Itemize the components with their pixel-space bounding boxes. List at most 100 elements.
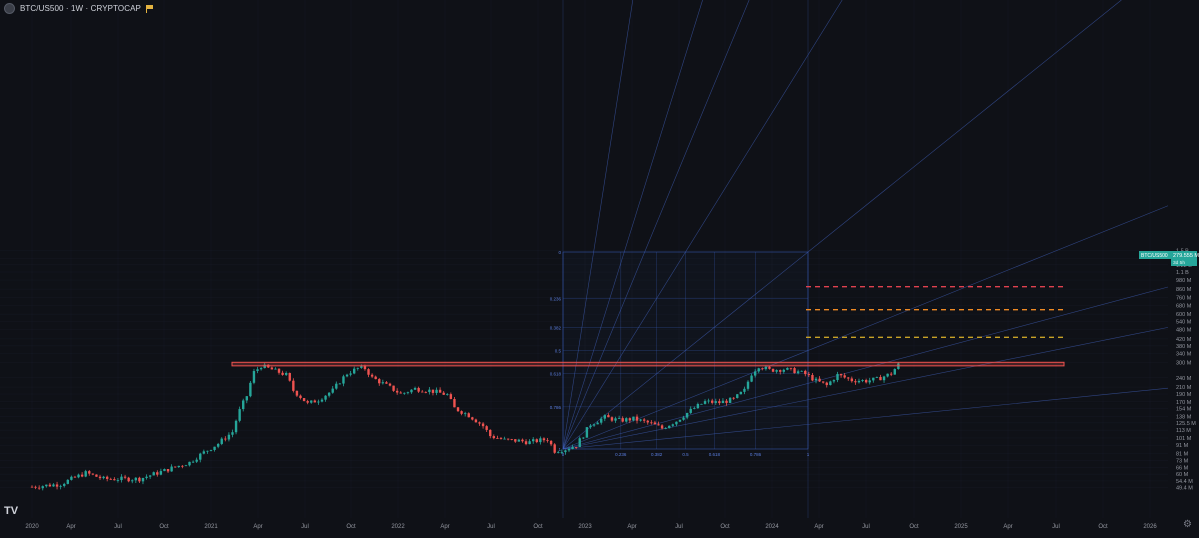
fib-level-label: 0.786 [550,405,562,410]
candle [181,465,184,469]
candle [188,461,191,467]
candle [259,367,263,371]
gann-fan-line [562,0,843,450]
time-tick-label: Apr [814,524,823,530]
candle [242,398,245,412]
time-axis[interactable]: 2020 Apr Jul Oct 2021 Apr Jul Oct 2022 Apr Jul Oct 2… [25,524,1157,530]
candle [539,436,542,445]
price-tick-label: 91 M [1176,443,1189,449]
time-tick-label: Apr [440,524,449,530]
candle [127,476,130,483]
candle [890,372,893,377]
time-tick-label: 2023 [578,524,592,530]
candle [66,479,69,485]
candle [338,382,342,385]
price-tick-label: 54.4 M [1176,479,1193,485]
candle [571,444,574,450]
candle [378,378,381,386]
chart-title[interactable]: BTC/US500 · 1W · CRYPTOCAP [20,4,141,13]
candle [123,474,127,480]
candle [711,398,714,405]
fib-level-label: 0.382 [550,325,562,330]
candle [460,410,463,416]
candle [170,464,173,472]
candle [342,374,345,387]
candle [231,429,234,438]
candle [779,369,782,375]
symbol-badge-label: BTC/US500 [1141,253,1168,259]
candle [98,474,102,480]
candle [202,449,206,455]
candle [116,477,120,483]
candle [299,394,302,400]
candle [213,446,216,452]
grid-lines [0,0,1168,518]
candle [496,435,499,439]
candle [546,438,549,443]
tradingview-logo[interactable]: TV [4,505,19,517]
candle [177,465,180,469]
candle [757,367,760,374]
candle [353,366,356,375]
candle [847,376,850,381]
price-tick-label: 125.5 M [1176,421,1196,427]
candle [689,406,692,415]
candle [438,387,442,393]
candle [456,406,460,413]
candle [471,416,474,421]
candle [317,399,320,405]
candle [159,468,163,476]
candle [753,369,757,378]
candle [696,402,700,409]
candle [639,418,642,422]
candle [367,368,370,378]
candle [872,377,875,383]
candle [893,368,896,375]
price-tick-label: 1.1 B [1176,270,1189,276]
flag-icon[interactable] [146,5,153,13]
candle [811,372,814,382]
price-tick-label: 113 M [1176,428,1191,434]
price-tick-label: 101 M [1176,436,1192,442]
candle [163,468,166,472]
candle [506,438,510,441]
candle [567,447,571,453]
time-tick-label: Jul [301,524,309,530]
candle [814,376,818,384]
candle [557,450,560,454]
candle [77,473,80,479]
candle [514,439,517,443]
time-tick-label: Jul [114,524,122,530]
candle [335,381,338,390]
candle [474,418,478,423]
candle [478,421,481,426]
price-tick-label: 860 M [1176,287,1192,293]
fib-time-label: 0.236 [615,452,627,457]
candle [138,476,141,484]
candle [700,403,703,405]
candle [789,367,793,371]
candle [560,449,564,454]
candle [388,382,392,387]
candle [88,470,91,476]
candle [685,412,689,420]
candle [596,421,599,425]
candle [34,485,37,490]
fib-time-label: 0.5 [682,452,689,457]
candle [374,375,377,380]
gear-icon[interactable]: ⚙ [1183,519,1192,530]
candle [274,367,277,370]
candle [603,414,606,422]
candle [216,442,220,449]
symbol-title-bar[interactable]: BTC/US500 · 1W · CRYPTOCAP [4,3,153,14]
candle [313,399,317,403]
candle [549,440,553,447]
candle [48,482,52,487]
candle [195,457,198,463]
candle [403,392,406,395]
candle [141,477,145,485]
candle [224,436,227,442]
